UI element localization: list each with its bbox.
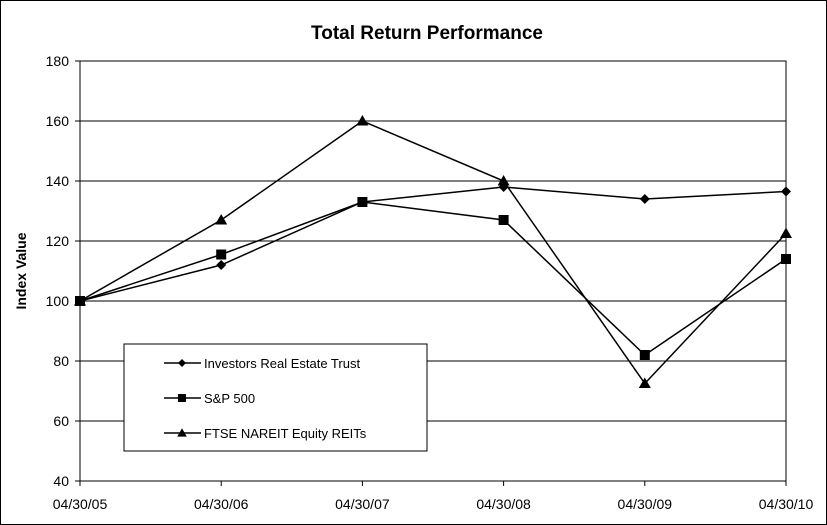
x-tick-label: 04/30/09 <box>618 496 673 512</box>
legend: Investors Real Estate Trust S&P 500 FTSE N… <box>123 343 428 452</box>
data-point <box>639 194 650 204</box>
x-tick-label: 04/30/05 <box>53 496 108 512</box>
series-1 <box>75 182 791 306</box>
x-axis: 04/30/05 04/30/06 04/30/07 04/30/08 04/30/09… <box>53 481 814 512</box>
data-point <box>781 186 791 197</box>
series-3 <box>74 115 792 388</box>
y-tick-label: 60 <box>53 413 69 429</box>
data-point <box>781 254 791 264</box>
data-point <box>216 249 227 260</box>
data-point <box>74 295 86 306</box>
data-point <box>780 227 792 238</box>
data-point <box>357 197 368 207</box>
y-axis-label: Index Value <box>13 232 29 309</box>
y-tick-label: 40 <box>53 473 69 489</box>
data-point <box>215 214 228 225</box>
x-tick-label: 04/30/10 <box>759 496 814 512</box>
legend-label: S&P 500 <box>204 391 255 406</box>
chart-title: Total Return Performance <box>311 23 543 44</box>
x-tick-label: 04/30/06 <box>194 496 249 512</box>
legend-label: FTSE NAREIT Equity REITs <box>204 426 367 441</box>
series-group <box>74 115 792 388</box>
legend-item: FTSE NAREIT Equity REITs <box>164 426 367 441</box>
legend-label: Investors Real Estate Trust <box>204 356 360 371</box>
y-axis: 40 60 80 100 120 140 160 180 <box>46 53 80 489</box>
data-point <box>638 377 651 388</box>
legend-item: S&P 500 <box>164 391 255 406</box>
series-line <box>79 120 787 385</box>
x-tick-label: 04/30/07 <box>335 496 390 512</box>
data-point <box>497 175 510 186</box>
data-point <box>639 350 650 360</box>
series-line <box>79 201 787 356</box>
data-point <box>498 215 509 225</box>
series-2 <box>75 197 791 360</box>
legend-marker <box>178 359 186 367</box>
y-tick-label: 140 <box>46 173 70 189</box>
x-tick-label: 04/30/08 <box>476 496 531 512</box>
legend-marker <box>177 428 187 437</box>
y-tick-label: 100 <box>46 293 70 309</box>
y-tick-label: 120 <box>46 233 70 249</box>
y-tick-label: 180 <box>46 53 70 69</box>
y-tick-label: 80 <box>53 353 69 369</box>
y-tick-label: 160 <box>46 113 70 129</box>
plot-area <box>79 60 787 482</box>
legend-item: Investors Real Estate Trust <box>164 356 360 371</box>
series-line <box>79 186 787 302</box>
legend-marker <box>178 394 186 402</box>
data-point <box>216 260 227 270</box>
data-point <box>356 115 369 126</box>
